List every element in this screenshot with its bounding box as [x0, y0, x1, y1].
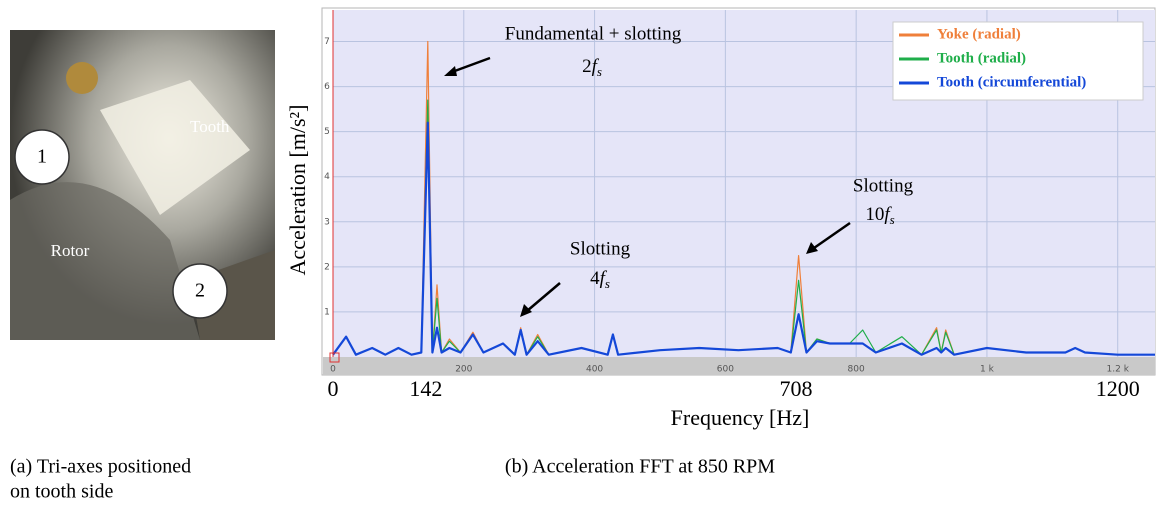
bolt	[66, 62, 98, 94]
x-tick-label: 1.2 k	[1107, 365, 1130, 375]
x-major-tick-label: 1200	[1096, 376, 1140, 401]
arrow	[451, 56, 491, 74]
x-tick-label: 400	[586, 365, 603, 375]
annotation-part: f	[600, 268, 608, 289]
y-tick-label: 2	[324, 262, 330, 272]
x-tick-label: 200	[455, 365, 472, 375]
x-tick-label: 0	[330, 365, 336, 375]
annotation-part: 4	[590, 268, 600, 289]
arrow	[813, 221, 851, 250]
annotation-part: s	[597, 64, 602, 79]
annotation-part: s	[890, 212, 895, 227]
caption: on tooth side	[10, 481, 113, 503]
annotation: Fundamental + slotting	[505, 23, 682, 44]
annotation: Slotting	[570, 238, 631, 259]
photo: Tooth Rotor 1 2	[10, 30, 275, 340]
legend-label: Yoke (radial)	[937, 26, 1021, 42]
y-axis-label: Acceleration [m/s²]	[285, 105, 310, 276]
x-tick-label: 800	[848, 365, 865, 375]
ticks: 0 200 400 600 800 1 k 1.2 k 1 2 3 4 5 6 7 0 142 708 1200	[324, 37, 1140, 401]
annotation-part: 10	[865, 204, 884, 225]
legend-label: Tooth (radial)	[937, 50, 1026, 66]
y-tick-label: 1	[324, 307, 330, 317]
x-axis-label: Frequency [Hz]	[671, 405, 810, 430]
x-tick-label: 600	[717, 365, 734, 375]
annotation: 2fs	[582, 56, 602, 79]
x-major-tick-label: 708	[779, 376, 812, 401]
arrowhead	[806, 242, 818, 254]
annotation-part: 2	[582, 56, 592, 77]
annotation: 10fs	[865, 204, 894, 227]
series-line	[332, 121, 1155, 356]
annotation: 4fs	[590, 268, 610, 291]
arrowhead	[520, 304, 532, 317]
annotations: Fundamental + slotting 2fs Slotting 4fs …	[444, 23, 914, 317]
caption: (a) Tri-axes positioned	[10, 456, 191, 478]
legend-box	[892, 21, 1144, 101]
origin-marker	[329, 352, 340, 363]
marker-label: 1	[37, 146, 47, 168]
y-tick-label: 7	[324, 37, 330, 47]
legend: Yoke (radial) Tooth (radial) Tooth (circum…	[892, 21, 1144, 101]
y-tick-label: 5	[324, 127, 330, 137]
y-tick-label: 4	[324, 172, 330, 182]
y-tick-label: 6	[324, 82, 330, 92]
x-tick-label: 1 k	[980, 365, 995, 375]
arrowhead	[444, 66, 457, 76]
rotor-shape	[10, 182, 200, 340]
photo-label: Rotor	[51, 241, 90, 260]
grid	[332, 10, 1155, 357]
x-axis-bar	[323, 357, 1155, 375]
caption: (b) Acceleration FFT at 850 RPM	[505, 456, 775, 478]
annotation-part: f	[592, 56, 600, 77]
marker-circle	[172, 263, 228, 319]
y-tick-label: 3	[324, 217, 330, 227]
marker-label: 2	[195, 280, 205, 302]
lines	[332, 40, 1155, 356]
annotation: Slotting	[853, 175, 914, 196]
annotation-part: s	[605, 276, 610, 291]
tooth-shape	[100, 80, 250, 215]
annotation-part: f	[884, 204, 892, 225]
x-major-tick-label: 142	[409, 376, 442, 401]
marker-circle	[14, 129, 70, 185]
photo-label: Tooth	[190, 117, 230, 136]
x-major-tick-label: 0	[328, 376, 339, 401]
legend-label: Tooth (circumferential)	[937, 74, 1086, 90]
arrow	[526, 282, 561, 312]
